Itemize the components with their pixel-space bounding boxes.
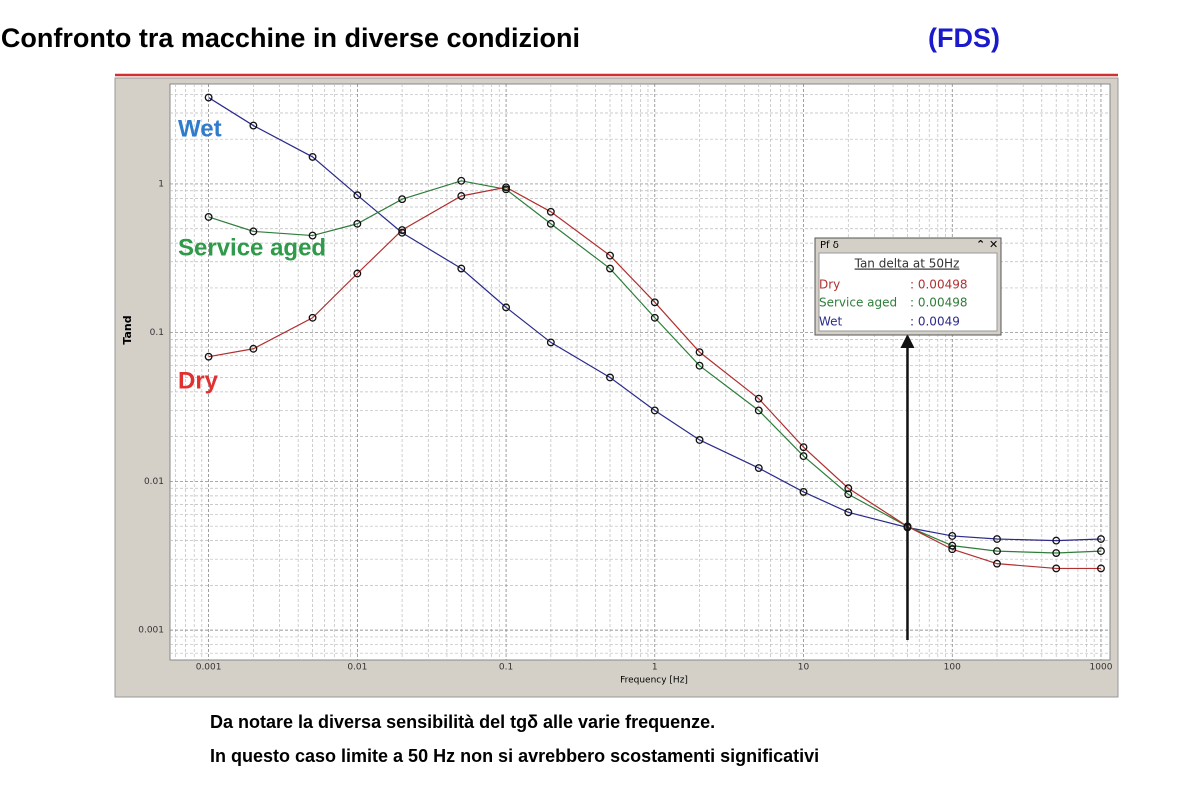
data-point — [457, 192, 466, 200]
data-point — [546, 207, 555, 216]
data-point — [993, 559, 1001, 568]
cursor-arrow — [900, 334, 915, 348]
info-row-label: Wet — [819, 315, 843, 329]
series-line — [208, 97, 1101, 542]
data-point — [606, 264, 614, 273]
chart-title-suffix: (FDS) — [928, 23, 1000, 53]
data-point — [353, 191, 362, 200]
plot-area — [169, 83, 1111, 661]
data-point — [204, 352, 213, 361]
data-point — [754, 464, 763, 473]
info-controls[interactable]: ⌃ ✕ — [976, 238, 998, 251]
data-point — [606, 373, 614, 382]
data-point — [948, 541, 957, 550]
data-point — [754, 394, 763, 403]
info-row-value: : 0.00498 — [910, 296, 967, 310]
data-point — [695, 348, 704, 357]
x-tick-label: 1 — [652, 663, 658, 673]
data-point — [398, 228, 407, 237]
data-point — [844, 508, 853, 517]
data-point — [308, 152, 317, 161]
data-point — [398, 195, 407, 204]
data-point — [606, 251, 614, 260]
y-tick-label: 0.1 — [150, 328, 164, 338]
data-point — [993, 547, 1001, 556]
data-point — [204, 93, 213, 102]
x-tick-label: 0.1 — [499, 663, 513, 673]
data-point — [948, 531, 957, 540]
data-point — [799, 487, 808, 496]
data-point — [1052, 549, 1061, 557]
x-tick-label: 10 — [798, 663, 810, 673]
info-row-value: : 0.00498 — [910, 278, 967, 292]
data-point — [695, 361, 704, 370]
data-point — [1097, 547, 1105, 556]
data-point — [993, 535, 1001, 543]
x-tick-label: 1000 — [1090, 663, 1113, 673]
y-tick-label: 0.01 — [144, 477, 164, 487]
data-point — [546, 338, 555, 347]
y-tick-label: 1 — [158, 179, 164, 189]
data-point — [204, 213, 213, 221]
data-point — [799, 452, 808, 461]
data-point — [695, 436, 704, 444]
info-header: Pf δ — [820, 240, 839, 251]
data-point — [308, 313, 317, 322]
data-point — [1052, 564, 1061, 573]
series-label: Service aged — [178, 234, 326, 261]
chart-title: Confronto tra macchine in diverse condiz… — [1, 23, 580, 53]
data-point — [844, 484, 853, 493]
y-axis-label: Tand — [121, 315, 134, 344]
data-point — [903, 522, 912, 531]
info-row-label: Service aged — [819, 296, 897, 310]
data-point — [1097, 535, 1105, 543]
y-tick-label: 0.001 — [138, 626, 164, 636]
data-point — [308, 231, 317, 240]
data-point — [502, 303, 511, 312]
info-title: Tan delta at 50Hz — [854, 257, 960, 271]
data-point — [398, 226, 407, 234]
x-tick-label: 0.01 — [347, 663, 367, 673]
series-label: Wet — [178, 115, 222, 142]
x-tick-label: 100 — [944, 663, 961, 673]
data-point — [1097, 564, 1105, 573]
info-box: Pf δ ⌃ ✕ Tan delta at 50Hz Dry : 0.00498… — [814, 237, 1002, 336]
series-label: Dry — [178, 367, 219, 394]
data-point — [249, 344, 258, 353]
x-axis-label: Frequency [Hz] — [620, 676, 688, 686]
note: In questo caso limite a 50 Hz non si avr… — [210, 746, 819, 766]
data-point — [249, 121, 258, 130]
data-point — [546, 219, 555, 228]
data-point — [799, 443, 808, 452]
data-point — [948, 545, 957, 554]
data-point — [650, 406, 659, 415]
data-point — [650, 298, 659, 307]
data-point — [457, 176, 466, 185]
data-point — [754, 406, 763, 415]
x-tick-label: 0.001 — [196, 663, 222, 673]
info-row-value: : 0.0049 — [910, 315, 960, 329]
data-point — [249, 227, 258, 236]
note: Da notare la diversa sensibilità del tgδ… — [210, 712, 715, 732]
data-point — [353, 219, 362, 228]
info-row-label: Dry — [819, 278, 840, 292]
data-point — [502, 183, 511, 192]
data-point — [457, 264, 466, 273]
data-point — [353, 269, 362, 278]
data-point — [1052, 536, 1061, 545]
data-point — [650, 313, 659, 322]
